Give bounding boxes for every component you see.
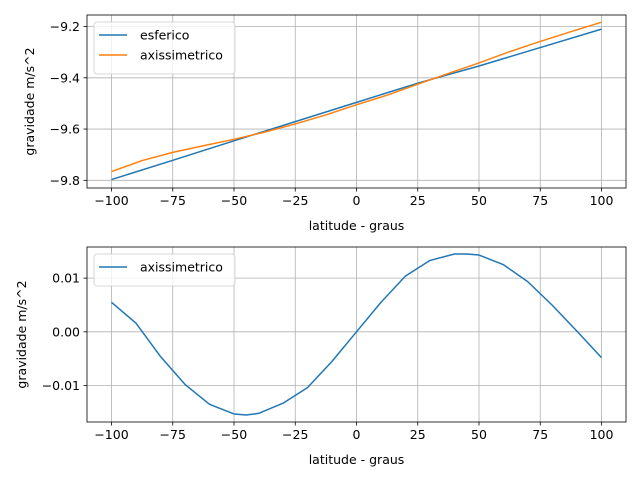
x-tick-label: 100: [590, 193, 614, 208]
x-tick-label: 25: [410, 427, 426, 442]
x-tick-label: 75: [532, 193, 548, 208]
legend-label: axissimetrico: [140, 260, 223, 275]
y-tick-label: 0.01: [52, 271, 80, 286]
x-tick-label: 0: [353, 427, 361, 442]
legend-box: [93, 21, 236, 75]
y-tick-label: −9.2: [50, 19, 80, 34]
y-tick-label: −0.01: [42, 378, 80, 393]
x-axis-label: latitude - graus: [309, 218, 405, 233]
legend-box: [93, 253, 236, 287]
series-line-axissimetrico: [111, 21, 602, 173]
x-tick-label: −50: [221, 427, 247, 442]
x-tick-label: −25: [282, 427, 308, 442]
x-tick-label: 50: [471, 427, 487, 442]
x-tick-label: 50: [471, 193, 487, 208]
y-tick-label: −9.4: [50, 70, 80, 85]
series-line-esferico: [111, 28, 602, 181]
x-tick-label: −75: [160, 427, 186, 442]
x-tick-label: −25: [282, 193, 308, 208]
legend: axissimetrico: [93, 253, 236, 287]
x-tick-label: 0: [353, 193, 361, 208]
legend-label: axissimetrico: [140, 48, 223, 63]
legend-label: esferico: [140, 28, 189, 43]
x-tick-label: 100: [590, 427, 614, 442]
x-axis-label: latitude - graus: [309, 452, 405, 467]
x-tick-label: −75: [160, 193, 186, 208]
y-tick-label: −9.8: [50, 173, 80, 188]
x-tick-label: −50: [221, 193, 247, 208]
x-tick-label: 75: [532, 427, 548, 442]
x-tick-label: −100: [94, 193, 128, 208]
x-tick-label: 25: [410, 193, 426, 208]
y-tick-label: 0.00: [52, 324, 80, 339]
y-tick-label: −9.6: [50, 122, 80, 137]
series-line-axissimetrico: [111, 253, 603, 416]
chart-1: −100 −75 −50 −25 0 25 50 75 100 −9.8 −9.6 −9.4 −9.2 l…: [22, 14, 627, 233]
legend: esferico axissimetrico: [93, 21, 236, 75]
x-tick-label: −100: [94, 427, 128, 442]
y-axis-label: gravidade m/s^2: [22, 47, 37, 155]
chart-2: −100 −75 −50 −25 0 25 50 75 100 −0.01 0.00 0.01 lati…: [14, 246, 627, 467]
y-axis-label: gravidade m/s^2: [14, 280, 29, 388]
